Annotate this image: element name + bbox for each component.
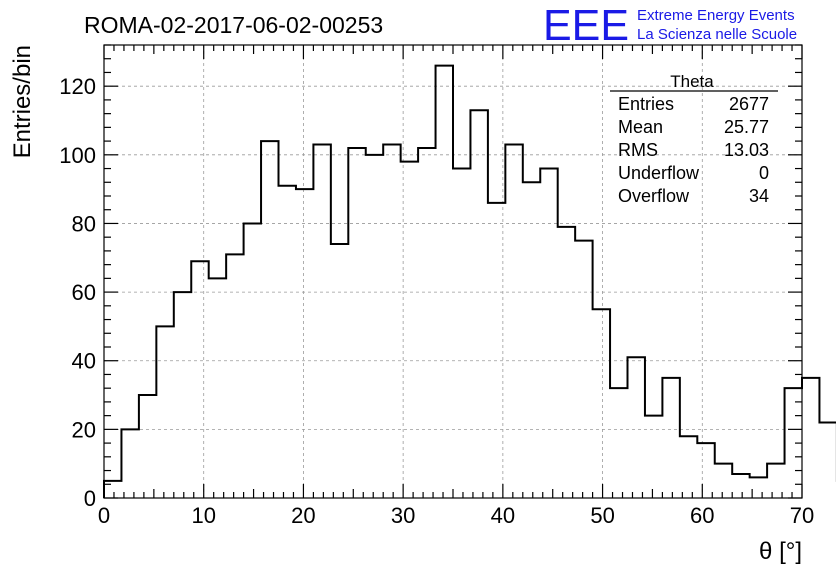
x-tick-label: 60 (690, 503, 714, 528)
stats-rows: Entries 2677 Mean 25.77 RMS 13.03 Underflow 0 Ov… (618, 94, 769, 206)
y-tick-label: 120 (59, 74, 96, 99)
logo-mark: EEE (543, 1, 629, 50)
histogram-bin (662, 378, 679, 498)
logo-line-2: La Scienza nelle Scuole (637, 26, 797, 43)
x-axis-label: θ [°] (759, 538, 802, 565)
histogram-bin (436, 66, 453, 498)
y-axis-label: Entries/bin (9, 45, 36, 158)
histogram-bin (174, 292, 191, 498)
y-tick-label: 80 (72, 211, 96, 236)
stats-label: Overflow (618, 186, 690, 206)
histogram-bin (680, 436, 697, 498)
histogram-outline (103, 64, 836, 498)
histogram-bin (296, 189, 313, 498)
histogram-bin (488, 203, 505, 498)
histogram-bin (470, 110, 487, 498)
histogram-bin (697, 443, 714, 498)
x-tick-label: 70 (790, 503, 814, 528)
histogram-bin (802, 378, 819, 498)
stats-title: Theta (670, 72, 714, 91)
histogram-bin (244, 223, 261, 498)
axis-ticks (103, 44, 803, 499)
histogram-bin (453, 169, 470, 498)
histogram-bin (610, 388, 627, 498)
histogram-bin (819, 423, 836, 499)
stats-label: RMS (618, 140, 658, 160)
x-tick-label: 40 (491, 503, 515, 528)
stats-value: 34 (749, 186, 769, 206)
histogram-bin (191, 261, 208, 498)
x-tick-label: 30 (391, 503, 415, 528)
histogram-bin (139, 395, 156, 498)
histogram-bin (104, 481, 121, 498)
y-tick-label: 20 (72, 417, 96, 442)
stats-value: 0 (759, 163, 769, 183)
stats-label: Mean (618, 117, 663, 137)
histogram-bin (593, 309, 610, 498)
stats-label: Underflow (618, 163, 700, 183)
histogram-bin (505, 145, 522, 498)
histogram-bin (279, 186, 296, 498)
histogram-bin (383, 145, 400, 498)
histogram-bin (156, 326, 173, 498)
histogram-bin (226, 254, 243, 498)
eee-logo: EEE Extreme Energy Events La Scienza nel… (543, 1, 797, 50)
histogram-bin (575, 241, 592, 498)
x-tick-label: 0 (98, 503, 110, 528)
histogram-bin (715, 464, 732, 498)
stats-box: Theta Entries 2677 Mean 25.77 RMS 13.03 Underf… (610, 72, 778, 206)
histogram-bin (418, 148, 435, 498)
y-tick-label: 60 (72, 280, 96, 305)
y-tick-label: 100 (59, 143, 96, 168)
histogram-bin (645, 416, 662, 498)
histogram-bin (261, 141, 278, 498)
histogram-bin (331, 244, 348, 498)
chart-title: ROMA-02-2017-06-02-00253 (84, 12, 383, 38)
stats-label: Entries (618, 94, 674, 114)
histogram-bin (366, 155, 383, 498)
histogram-bin (558, 227, 575, 498)
y-tick-labels: 0 20 40 60 80 100 120 (59, 74, 96, 511)
histogram-bin (628, 357, 645, 498)
histogram-bin (348, 148, 365, 498)
histogram-bin (401, 162, 418, 498)
histogram-bin (209, 278, 226, 498)
histogram-bin (732, 474, 749, 498)
logo-line-1: Extreme Energy Events (637, 7, 795, 24)
histogram-bin (540, 169, 557, 498)
x-tick-label: 20 (291, 503, 315, 528)
stats-value: 13.03 (724, 140, 769, 160)
stats-value: 25.77 (724, 117, 769, 137)
histogram-bin (121, 429, 138, 498)
histogram-bin (523, 182, 540, 498)
stats-value: 2677 (729, 94, 769, 114)
x-tick-label: 10 (191, 503, 215, 528)
x-tick-label: 50 (590, 503, 614, 528)
histogram-bin (313, 145, 330, 498)
y-tick-label: 40 (72, 349, 96, 374)
y-tick-label: 0 (84, 486, 96, 511)
x-tick-labels: 0 10 20 30 40 50 60 70 (98, 503, 814, 528)
